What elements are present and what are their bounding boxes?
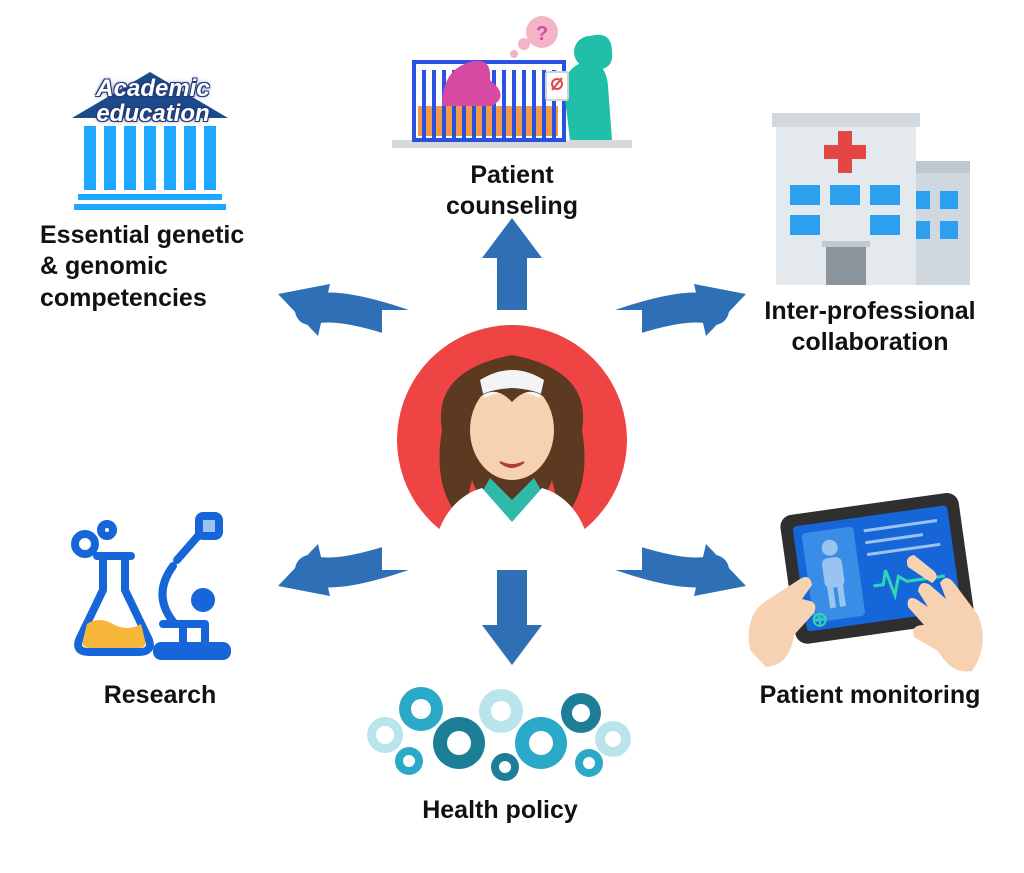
svg-text:☰: ☰ xyxy=(534,736,548,753)
svg-text:♟: ♟ xyxy=(575,706,588,722)
center-nurse-icon xyxy=(382,310,642,570)
svg-text:✺: ✺ xyxy=(414,702,427,719)
genetic-competencies-label: Essential genetic & genomic competencies xyxy=(40,220,270,314)
svg-text:?: ? xyxy=(536,23,548,45)
academic-education-overlay: Academic education xyxy=(78,76,228,126)
research-icon xyxy=(55,500,255,680)
hospital-icon xyxy=(760,95,980,295)
health-policy-label: Health policy xyxy=(380,795,620,826)
svg-text:◎: ◎ xyxy=(494,704,508,721)
interprofessional-label: Inter-professional collaboration xyxy=(760,296,980,359)
arrow-bottom xyxy=(482,555,542,665)
patient-monitoring-icon xyxy=(740,475,990,675)
research-label: Research xyxy=(60,680,260,711)
patient-monitoring-label: Patient monitoring xyxy=(750,680,990,711)
patient-counseling-icon: ? xyxy=(392,10,632,160)
patient-counseling-label: Patient counseling xyxy=(392,160,632,223)
svg-text:✓: ✓ xyxy=(452,736,465,753)
diagram-canvas: ? Patient counseling Academic education … xyxy=(0,0,1024,873)
health-policy-icon: ✺ ✓ ◎ ☰ ♟ xyxy=(355,665,645,795)
